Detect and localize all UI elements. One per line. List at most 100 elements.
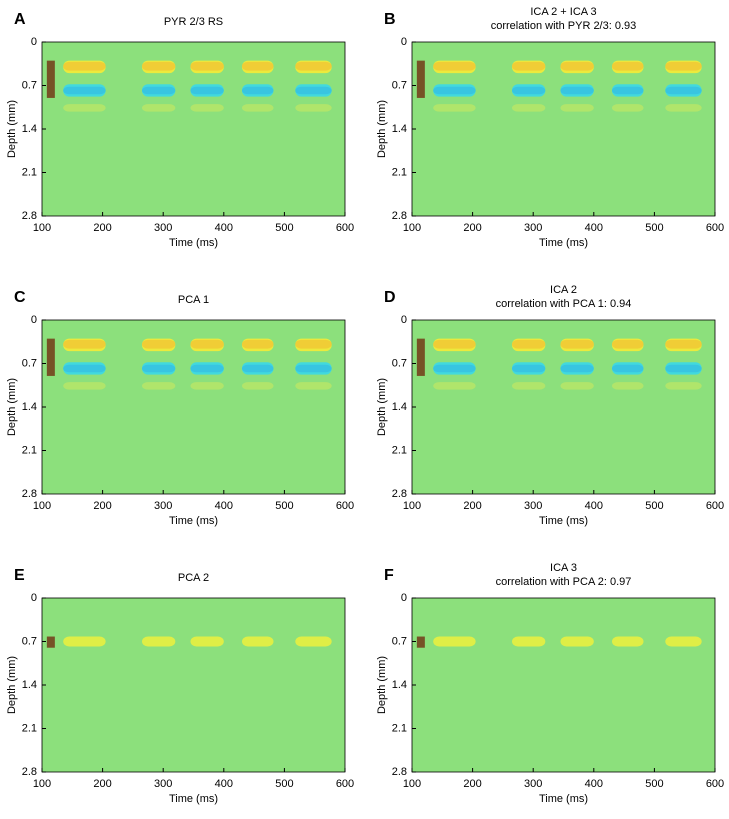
- heatmap-blob: [295, 104, 332, 112]
- x-tick-label: 100: [403, 500, 421, 512]
- heatmap-blob: [241, 382, 274, 390]
- heatmap-blob: [141, 382, 176, 390]
- panel-label: B: [384, 11, 396, 28]
- y-tick-label: 1.4: [392, 123, 407, 135]
- x-tick-label: 500: [645, 222, 663, 234]
- heatmap-blob: [295, 61, 332, 71]
- y-tick-label: 1.4: [392, 679, 407, 691]
- heatmap-blob: [190, 362, 224, 375]
- y-tick-label: 0.7: [392, 79, 407, 91]
- x-tick-label: 100: [403, 778, 421, 790]
- x-tick-label: 600: [706, 222, 724, 234]
- heatmap-blob: [141, 364, 176, 373]
- panel: 100 200 300 400 500 600 0 0.7 1.4 2.1 2.8 Time (ms)…: [376, 284, 724, 527]
- heatmap-blob: [611, 104, 644, 112]
- heatmap-blob: [665, 364, 702, 373]
- heatmap: [42, 598, 345, 772]
- x-tick-label: 200: [463, 778, 481, 790]
- x-axis-label: Time (ms): [169, 237, 218, 249]
- x-axis-label: Time (ms): [169, 515, 218, 527]
- heatmap-blob: [560, 104, 594, 112]
- y-tick-label: 0: [401, 592, 407, 604]
- heatmap-blob: [611, 61, 644, 71]
- y-tick-label: 0.7: [392, 357, 407, 369]
- heatmap-blob: [190, 86, 224, 95]
- x-tick-label: 300: [524, 500, 542, 512]
- heatmap-blob: [63, 382, 106, 390]
- heatmap-blob: [416, 338, 425, 376]
- heatmap-blob: [560, 86, 594, 95]
- heatmap-blob: [190, 382, 224, 390]
- x-tick-label: 200: [93, 500, 111, 512]
- chart-title: ICA 2: [550, 284, 577, 296]
- heatmap-blob: [665, 104, 702, 112]
- heatmap-blob: [611, 339, 644, 349]
- heatmap-blob: [665, 362, 702, 375]
- y-tick-label: 2.8: [22, 210, 37, 222]
- heatmap-blob: [63, 104, 106, 112]
- y-tick-label: 2.1: [392, 444, 407, 456]
- heatmap-blob: [433, 84, 476, 97]
- heatmap-blob: [560, 382, 594, 390]
- y-axis-label: Depth (mm): [6, 100, 18, 158]
- panel: 100 200 300 400 500 600 0 0.7 1.4 2.1 2.8 Time (ms)…: [6, 11, 354, 249]
- x-axis-label: Time (ms): [539, 515, 588, 527]
- heatmap-blob: [141, 84, 176, 97]
- y-tick-label: 0.7: [22, 635, 37, 647]
- heatmap: [412, 42, 715, 216]
- heatmap-blob: [141, 104, 176, 112]
- chart-title: ICA 2 + ICA 3: [530, 6, 596, 18]
- heatmap-blob: [295, 362, 332, 375]
- x-tick-label: 400: [585, 222, 603, 234]
- chart-subtitle: correlation with PCA 2: 0.97: [496, 576, 632, 588]
- y-tick-label: 2.8: [392, 766, 407, 778]
- x-tick-label: 400: [215, 500, 233, 512]
- heatmap-blob: [295, 364, 332, 373]
- heatmap-blob: [611, 382, 644, 390]
- heatmap-blob: [433, 339, 476, 349]
- heatmap-blob: [511, 362, 546, 375]
- heatmap-blob: [560, 364, 594, 373]
- heatmap-blob: [511, 382, 546, 390]
- y-tick-label: 2.8: [392, 210, 407, 222]
- heatmap-blob: [295, 339, 332, 349]
- heatmap-blob: [63, 86, 106, 95]
- heatmap-blob: [665, 636, 702, 647]
- x-axis-label: Time (ms): [539, 793, 588, 805]
- heatmap: [42, 42, 345, 216]
- x-tick-label: 200: [463, 500, 481, 512]
- heatmap-background: [42, 598, 345, 772]
- heatmap: [412, 598, 715, 772]
- y-axis-label: Depth (mm): [376, 100, 388, 158]
- y-tick-label: 2.8: [22, 766, 37, 778]
- heatmap-blob: [511, 61, 546, 71]
- heatmap-blob: [665, 382, 702, 390]
- heatmap-blob: [433, 61, 476, 71]
- heatmap: [42, 320, 345, 494]
- chart-title: PCA 2: [178, 572, 209, 584]
- heatmap-blob: [560, 84, 594, 97]
- y-tick-label: 2.8: [392, 488, 407, 500]
- y-tick-label: 2.1: [392, 166, 407, 178]
- heatmap-blob: [241, 362, 274, 375]
- heatmap-blob: [433, 104, 476, 112]
- heatmap-blob: [511, 104, 546, 112]
- chart-subtitle: correlation with PCA 1: 0.94: [496, 298, 632, 310]
- heatmap-blob: [560, 636, 594, 647]
- heatmap-blob: [241, 84, 274, 97]
- heatmap-blob: [416, 60, 425, 98]
- chart-title: ICA 3: [550, 562, 577, 574]
- x-tick-label: 300: [154, 500, 172, 512]
- x-tick-label: 300: [524, 222, 542, 234]
- x-tick-label: 300: [154, 222, 172, 234]
- chart-title: PYR 2/3 RS: [164, 16, 223, 28]
- heatmap-blob: [190, 636, 224, 647]
- heatmap: [412, 320, 715, 494]
- heatmap-blob: [190, 84, 224, 97]
- heatmap-blob: [190, 104, 224, 112]
- heatmap-blob: [611, 84, 644, 97]
- heatmap-blob: [433, 86, 476, 95]
- x-tick-label: 400: [215, 778, 233, 790]
- heatmap-blob: [611, 86, 644, 95]
